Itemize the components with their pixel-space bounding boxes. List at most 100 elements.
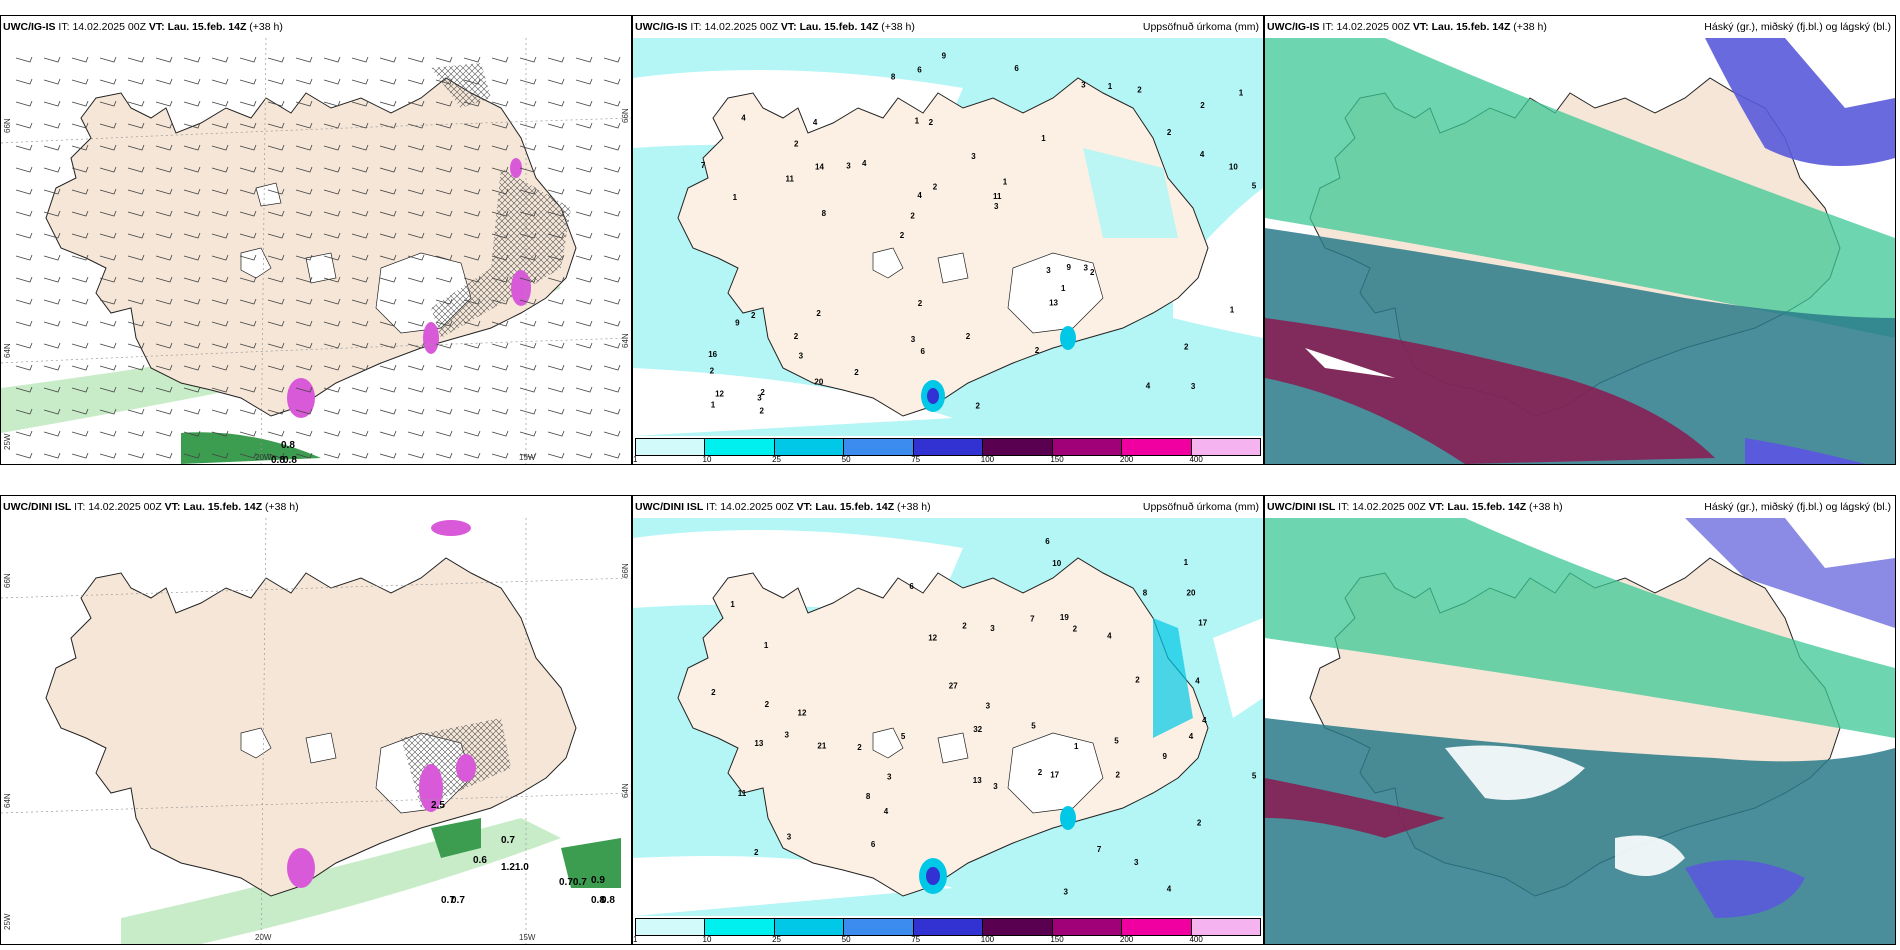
wind-barb (183, 342, 201, 349)
wind-barb (43, 452, 61, 459)
station-value: 5 (1252, 772, 1257, 781)
station-value: 2 (933, 182, 938, 191)
glacier-hofsjokull (305, 252, 337, 284)
wind-barb (379, 144, 397, 151)
wind-barb (379, 408, 397, 415)
station-value: 10 (1052, 559, 1061, 568)
wind-barb (463, 386, 481, 393)
wind-barb (323, 276, 341, 283)
wind-barb (407, 364, 425, 371)
colorbar-label: 10 (702, 935, 712, 944)
mid-cloud (1685, 860, 1805, 918)
wind-barb (99, 342, 117, 349)
lead-time: (+38 h) (897, 501, 931, 513)
colorbar-cell (636, 439, 706, 455)
mid-cloud (1745, 438, 1865, 464)
wind-barb (43, 144, 61, 151)
wind-barb (99, 56, 117, 63)
wind-barb (127, 364, 145, 371)
vt-label: VT: (780, 21, 797, 33)
wind-barb (99, 430, 117, 437)
wind-barb (379, 298, 397, 305)
wind-barb (43, 188, 61, 195)
station-value: 10 (1229, 163, 1238, 172)
wind-barb (43, 408, 61, 415)
hatched-area (431, 168, 571, 338)
wind-barb (491, 298, 509, 305)
wind-barb (239, 298, 257, 305)
wind-barb (127, 298, 145, 305)
map-area (1265, 518, 1895, 944)
wind-barb (295, 298, 313, 305)
wind-barb (99, 210, 117, 217)
wind-barb (127, 408, 145, 415)
value-label: 0.8 (281, 440, 295, 451)
station-value: 2 (1035, 346, 1040, 355)
wind-barb (239, 408, 257, 415)
lat-label: 66N (621, 563, 630, 578)
value-label: 0.8 (271, 455, 285, 464)
lat-label: 64N (3, 343, 12, 358)
wind-barb (239, 188, 257, 195)
colorbar-label: 200 (1119, 455, 1134, 464)
colorbar-label: 50 (841, 455, 851, 464)
wind-barb (295, 364, 313, 371)
wind-barb (463, 342, 481, 349)
model-name: UWC/IG-IS (3, 21, 56, 33)
station-value: 32 (973, 725, 982, 734)
wind-barb (295, 56, 313, 63)
wind-barb (547, 364, 565, 371)
lon-label: 15W (519, 933, 536, 942)
precip-core (561, 838, 621, 888)
wind-barb (323, 452, 341, 459)
wind-barb (155, 452, 173, 459)
wind-barb (15, 254, 33, 261)
colorbar-cell (1052, 919, 1123, 935)
station-value: 4 (1189, 732, 1194, 741)
station-value: 2 (1038, 768, 1043, 777)
lon-label: 20W (255, 933, 272, 942)
wind-barb (183, 276, 201, 283)
wind-barb (15, 408, 33, 415)
colorbar-label: 10 (702, 455, 712, 464)
it-label: IT: (74, 501, 86, 513)
station-value: 4 (862, 159, 867, 168)
colorbar-cell (636, 919, 706, 935)
wind-barb (239, 430, 257, 437)
wind-barb (43, 254, 61, 261)
station-value: 9 (942, 52, 947, 61)
wind-barb (239, 210, 257, 217)
station-value: 2 (1073, 624, 1078, 633)
value-label: 1.21.0 (501, 862, 529, 873)
wind-barb (99, 386, 117, 393)
iceland-land (677, 77, 1209, 417)
station-value: 20 (1187, 588, 1196, 597)
wind-barb (519, 320, 537, 327)
wind-barb (435, 232, 453, 239)
station-value: 4 (1107, 631, 1112, 640)
map-panel-6: UWC/DINI ISL IT: 14.02.2025 00Z VT: Lau.… (1264, 495, 1896, 945)
wind-barb (183, 408, 201, 415)
lat-label: 64N (621, 333, 630, 348)
wind-barb (43, 320, 61, 327)
value-labels: 3122121324232124653423443242323111320101… (701, 52, 1257, 416)
wind-barb (519, 78, 537, 85)
init-time: 14.02.2025 00Z (704, 21, 778, 33)
wind-barb (211, 276, 229, 283)
wind-barb (351, 188, 369, 195)
lat-label: 64N (3, 793, 12, 808)
wind-barb (15, 100, 33, 107)
wind-barb (407, 452, 425, 459)
valid-time: Lau. 15.feb. 14Z (1447, 501, 1527, 513)
glacier-small (255, 182, 282, 207)
wind-barb (99, 364, 117, 371)
wind-barb (407, 342, 425, 349)
station-value: 1 (1184, 558, 1189, 567)
wind-barb (99, 320, 117, 327)
wind-barb (463, 408, 481, 415)
wind-barb (71, 276, 89, 283)
wind-barb (547, 320, 565, 327)
station-value: 3 (911, 335, 916, 344)
precip-core (431, 818, 481, 858)
wind-barb (379, 100, 397, 107)
